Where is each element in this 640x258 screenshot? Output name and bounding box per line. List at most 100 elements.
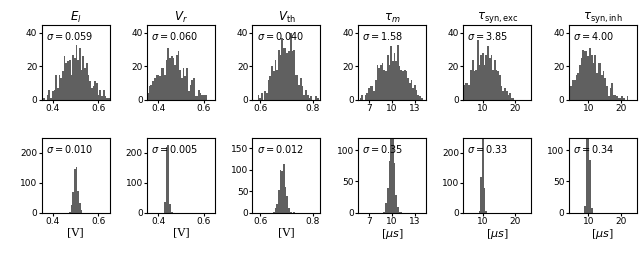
Text: $\sigma = 4.00$: $\sigma = 4.00$ [573, 30, 614, 42]
Bar [171, 56, 173, 100]
Bar [70, 205, 72, 213]
Bar [399, 66, 401, 100]
Bar [603, 71, 605, 100]
Bar [380, 65, 381, 100]
Bar [365, 95, 367, 100]
Bar [176, 55, 178, 100]
Bar [621, 96, 623, 100]
Bar [44, 98, 45, 100]
Bar [169, 58, 171, 100]
Bar [152, 82, 154, 100]
Bar [509, 93, 511, 100]
Text: $\sigma = 3.85$: $\sigma = 3.85$ [467, 30, 508, 42]
Bar [499, 75, 500, 100]
Bar [47, 95, 49, 100]
Bar [370, 86, 371, 100]
Bar [500, 86, 502, 100]
Bar [259, 98, 261, 100]
Bar [608, 96, 609, 100]
Bar [148, 86, 150, 100]
Text: $\sigma = 0.005$: $\sigma = 0.005$ [151, 143, 198, 155]
Bar [589, 160, 591, 213]
Bar [394, 163, 396, 213]
Bar [482, 53, 484, 100]
Bar [591, 208, 593, 213]
Bar [417, 95, 419, 100]
Bar [55, 75, 57, 100]
Bar [404, 70, 406, 100]
Bar [472, 60, 474, 100]
X-axis label: [V]: [V] [173, 227, 189, 237]
Bar [147, 93, 148, 100]
Bar [401, 70, 402, 100]
Bar [96, 83, 98, 100]
Bar [387, 188, 388, 213]
Bar [168, 48, 169, 100]
Bar [264, 92, 266, 100]
Bar [157, 75, 159, 100]
Bar [271, 66, 273, 100]
Bar [390, 46, 392, 100]
Bar [183, 68, 184, 100]
Bar [278, 50, 280, 100]
Bar [600, 63, 601, 100]
Bar [582, 50, 584, 100]
Bar [200, 93, 202, 100]
Bar [401, 212, 402, 213]
Bar [392, 129, 394, 213]
Bar [569, 85, 570, 100]
Bar [64, 56, 65, 100]
Bar [623, 98, 625, 100]
Bar [574, 80, 575, 100]
Bar [205, 95, 207, 100]
Bar [298, 85, 300, 100]
Bar [178, 51, 179, 100]
Bar [468, 85, 470, 100]
Bar [613, 95, 614, 100]
Bar [368, 88, 370, 100]
Bar [77, 191, 79, 213]
Bar [181, 78, 183, 100]
Bar [589, 48, 591, 100]
Bar [378, 68, 380, 100]
Bar [618, 98, 620, 100]
Bar [421, 98, 422, 100]
Bar [506, 92, 508, 100]
Bar [409, 83, 411, 100]
Bar [463, 85, 465, 100]
Bar [89, 82, 91, 100]
Bar [295, 75, 297, 100]
Bar [388, 65, 390, 100]
Text: $\sigma = 0.059$: $\sigma = 0.059$ [45, 30, 93, 42]
Bar [481, 177, 482, 213]
Bar [188, 92, 189, 100]
Bar [406, 71, 407, 100]
Bar [360, 98, 362, 100]
Bar [72, 55, 74, 100]
Bar [184, 76, 186, 100]
Bar [385, 71, 387, 100]
Text: $\sigma = 0.34$: $\sigma = 0.34$ [573, 143, 614, 155]
Bar [375, 80, 376, 100]
Bar [609, 88, 611, 100]
Bar [474, 71, 476, 100]
Title: $V_{\mathrm{th}}$: $V_{\mathrm{th}}$ [278, 9, 296, 25]
Bar [419, 96, 421, 100]
Bar [293, 50, 295, 100]
Bar [76, 45, 77, 100]
Bar [57, 88, 59, 100]
Bar [484, 65, 486, 100]
Bar [74, 169, 76, 213]
Bar [484, 188, 486, 213]
Bar [67, 61, 69, 100]
Bar [412, 88, 414, 100]
Bar [94, 82, 96, 100]
Bar [290, 33, 292, 100]
Bar [273, 212, 275, 213]
Bar [580, 58, 582, 100]
Bar [376, 65, 378, 100]
Bar [196, 96, 198, 100]
Bar [88, 75, 89, 100]
Bar [396, 195, 397, 213]
Bar [297, 75, 298, 100]
